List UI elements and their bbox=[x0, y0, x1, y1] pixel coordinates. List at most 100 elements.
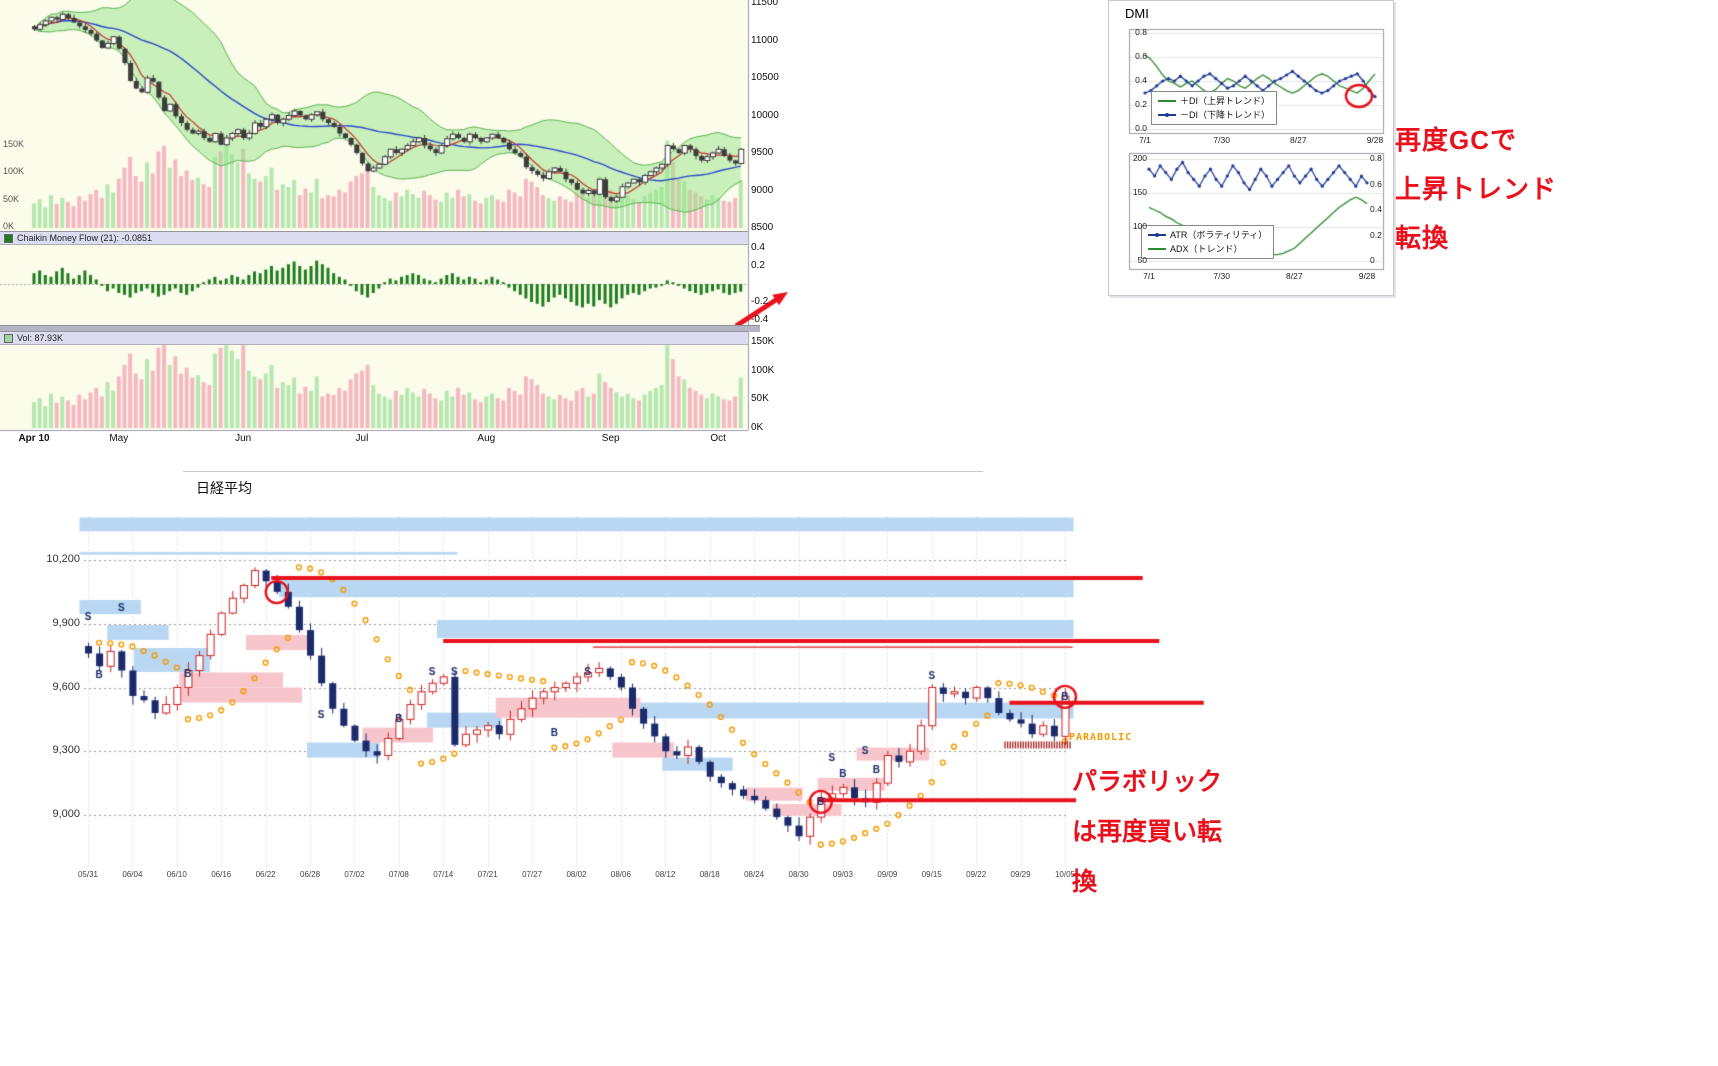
nikkei-x-tick-label: 09/09 bbox=[877, 870, 898, 879]
cmf-axis-tick-label: 0.2 bbox=[751, 260, 765, 271]
price-axis-tick-label: 8500 bbox=[751, 222, 774, 233]
nikkei-y-tick-label: 10,200 bbox=[46, 553, 80, 565]
di-minus-line-swatch-icon bbox=[1158, 112, 1176, 117]
atr-x-tick-label: 7/30 bbox=[1213, 271, 1230, 281]
atr-y-tick-label: 150 bbox=[1132, 187, 1147, 197]
price-axis-tick-label: 10500 bbox=[751, 72, 779, 83]
legend-item-adx: ADX（トレンド） bbox=[1148, 242, 1267, 256]
atr-label: ATR（ボラティリティ） bbox=[1170, 230, 1268, 240]
atr-x-tick-label: 7/1 bbox=[1143, 271, 1155, 281]
time-axis-label: May bbox=[109, 433, 129, 444]
volume-overlay-tick-label: 150K bbox=[3, 138, 25, 149]
price-chart-panel: Chaikin Money Flow (21): -0.0851 Vol: 87… bbox=[0, 0, 800, 450]
volume-overlay-tick-label: 100K bbox=[3, 166, 25, 177]
volume-legend-swatch-icon bbox=[4, 333, 13, 343]
nikkei-x-tick-label: 05/31 bbox=[77, 870, 99, 879]
price-volume-chart-canvas bbox=[0, 0, 800, 450]
volume-overlay-tick-label: 0K bbox=[3, 221, 15, 231]
nikkei-x-tick-label: 06/04 bbox=[122, 870, 143, 879]
nikkei-x-tick-label: 06/22 bbox=[255, 870, 276, 879]
volume-panel-label: Vol: 87.93K bbox=[17, 333, 64, 343]
dmi-y-tick-label: 0.6 bbox=[1135, 51, 1147, 61]
adx-y-tick-label: 0.6 bbox=[1370, 178, 1382, 189]
dmi-y-tick-label: 0.2 bbox=[1135, 99, 1147, 109]
di-plus-line-swatch-icon bbox=[1158, 100, 1176, 102]
nikkei-x-tick-label: 07/27 bbox=[522, 870, 543, 879]
nikkei-annotation-line-3: 換 bbox=[1072, 868, 1098, 896]
price-axis-tick-label: 10000 bbox=[751, 109, 779, 121]
nikkei-annotation: パラボリック は再度買い転 換 bbox=[1072, 757, 1222, 907]
atr-y-tick-label: 100 bbox=[1132, 221, 1147, 231]
dmi-annotation: 再度GCで 上昇トレンド 転換 bbox=[1395, 116, 1557, 263]
nikkei-x-tick-label: 07/14 bbox=[433, 870, 454, 879]
cmf-legend-swatch-icon bbox=[4, 233, 13, 243]
adx-y-tick-label: 0 bbox=[1370, 255, 1375, 265]
dmi-y-tick-label: 0.8 bbox=[1135, 27, 1147, 37]
nikkei-annotation-line-1: パラボリック bbox=[1072, 768, 1223, 796]
nikkei-x-tick-label: 06/10 bbox=[166, 870, 187, 879]
nikkei-x-tick-label: 09/22 bbox=[966, 870, 987, 879]
dmi-annotation-line-2: 上昇トレンド bbox=[1395, 174, 1558, 204]
price-axis-tick-label: 11500 bbox=[751, 0, 779, 8]
volume-axis-tick-label: 50K bbox=[751, 393, 769, 405]
nikkei-chart-canvas bbox=[40, 505, 1260, 903]
cmf-axis-tick-label: 0.4 bbox=[751, 242, 765, 253]
time-axis-label: Aug bbox=[477, 433, 496, 444]
adx-y-tick-label: 0.8 bbox=[1370, 153, 1382, 163]
volume-axis-tick-label: 150K bbox=[751, 336, 775, 347]
atr-adx-legend: ATR（ボラティリティ） ADX（トレンド） bbox=[1141, 225, 1275, 259]
dmi-x-tick-label: 7/30 bbox=[1213, 135, 1230, 145]
adx-y-tick-label: 0.4 bbox=[1370, 204, 1382, 214]
nikkei-x-tick-label: 09/03 bbox=[832, 870, 853, 879]
atr-x-tick-label: 9/28 bbox=[1358, 271, 1376, 281]
nikkei-x-tick-label: 07/21 bbox=[477, 870, 498, 879]
nikkei-x-tick-label: 06/16 bbox=[211, 870, 232, 879]
cmf-axis-tick-label: -0.4 bbox=[751, 314, 769, 325]
atr-x-tick-label: 8/27 bbox=[1286, 271, 1303, 281]
nikkei-x-tick-label: 08/30 bbox=[788, 870, 809, 879]
volume-axis-tick-label: 0K bbox=[751, 422, 764, 433]
volume-panel-header: Vol: 87.93K bbox=[0, 331, 748, 345]
nikkei-x-tick-label: 08/12 bbox=[655, 870, 676, 879]
dmi-x-tick-label: 9/28 bbox=[1366, 135, 1384, 145]
legend-item-di-plus: ＋DI（上昇トレンド） bbox=[1158, 94, 1270, 108]
nikkei-x-tick-label: 07/08 bbox=[388, 870, 409, 879]
legend-item-di-minus: －DI（下降トレンド） bbox=[1158, 108, 1270, 122]
price-axis-tick-label: 11000 bbox=[751, 34, 779, 46]
time-axis-label: Jun bbox=[235, 433, 252, 444]
di-plus-label: ＋DI（上昇トレンド） bbox=[1180, 96, 1271, 106]
adx-label: ADX（トレンド） bbox=[1170, 244, 1243, 254]
nikkei-x-tick-label: 08/02 bbox=[566, 870, 587, 879]
dmi-y-tick-label: 0.0 bbox=[1135, 123, 1147, 133]
dmi-annotation-line-3: 転換 bbox=[1395, 223, 1450, 253]
adx-y-tick-label: 0.2 bbox=[1370, 229, 1382, 240]
nikkei-x-tick-label: 08/06 bbox=[610, 870, 631, 879]
panel-splitter[interactable] bbox=[0, 325, 760, 332]
nikkei-annotation-line-2: は再度買い転 bbox=[1072, 818, 1223, 846]
volume-axis-tick-label: 100K bbox=[751, 364, 775, 376]
nikkei-y-tick-label: 9,000 bbox=[52, 808, 80, 820]
di-minus-label: －DI（下降トレンド） bbox=[1180, 110, 1271, 120]
price-axis-tick-label: 9500 bbox=[751, 147, 774, 158]
nikkei-x-tick-label: 09/15 bbox=[921, 870, 942, 879]
dmi-x-tick-label: 8/27 bbox=[1290, 135, 1307, 145]
cmf-panel-label: Chaikin Money Flow (21): -0.0851 bbox=[17, 233, 153, 243]
atr-y-tick-label: 200 bbox=[1132, 153, 1147, 163]
price-axis-tick-label: 9000 bbox=[751, 184, 774, 196]
nikkei-x-tick-label: 06/28 bbox=[300, 870, 321, 879]
nikkei-y-tick-label: 9,600 bbox=[52, 680, 80, 693]
dmi-legend: ＋DI（上昇トレンド） －DI（下降トレンド） bbox=[1151, 91, 1278, 125]
time-axis-label: Jul bbox=[355, 433, 369, 444]
parabolic-label: PARABOLIC bbox=[1069, 732, 1133, 743]
dmi-panel: DMI ＋DI（上昇トレンド） －DI（下降トレンド） ATR（ボラティリティ）… bbox=[1108, 0, 1394, 296]
nikkei-x-tick-label: 08/24 bbox=[744, 870, 765, 879]
dmi-y-tick-label: 0.4 bbox=[1135, 75, 1147, 85]
dmi-title: DMI bbox=[1125, 6, 1149, 21]
nikkei-y-tick-label: 9,900 bbox=[52, 616, 80, 629]
nikkei-chart-title: 日経平均 bbox=[196, 480, 252, 496]
legend-item-atr: ATR（ボラティリティ） bbox=[1148, 228, 1267, 242]
cmf-axis-tick-label: -0.2 bbox=[751, 296, 769, 307]
atr-line-swatch-icon bbox=[1148, 232, 1166, 237]
nikkei-x-tick-label: 08/18 bbox=[699, 870, 720, 879]
